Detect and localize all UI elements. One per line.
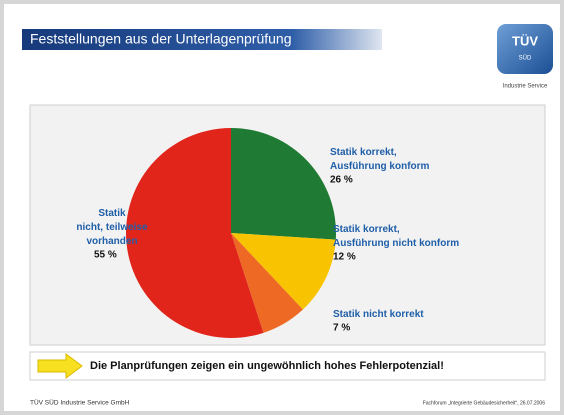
logo (497, 24, 553, 74)
logo-mark: TÜV (512, 33, 538, 48)
value-label: 7 % (333, 323, 350, 334)
title: Feststellungen aus der Unterlagenprüfung (30, 31, 292, 47)
logo-sub: SÜD (519, 55, 532, 62)
label-line: vorhanden (86, 236, 137, 247)
slice-label: Statik nicht, teilweise vorhanden (76, 208, 148, 247)
pie-slice (231, 233, 336, 310)
pie: Statik korrekt, Ausführung konform 26 % Sta… (76, 128, 459, 338)
slice-label: Statik korrekt, Ausführung nicht konform (333, 224, 459, 249)
value-label: 12 % (333, 252, 356, 263)
label-line: Statik nicht korrekt (333, 309, 424, 320)
logo-caption: Industrie Service (503, 84, 548, 90)
footer-left: TÜV SÜD Industrie Service GmbH (30, 399, 130, 407)
pie-slice (231, 128, 336, 240)
callout: Die Planprüfungen zeigen ein ungewöhnlic… (90, 360, 444, 372)
label-line: Statik (98, 208, 126, 219)
slice-label: Statik korrekt, Ausführung konform (330, 147, 430, 172)
slice-label: Statik nicht korrekt (333, 309, 424, 320)
arrow (37, 353, 83, 379)
footer-right: Fachforum „Integrierte Gebäudesicherheit… (423, 400, 546, 406)
callout-box (29, 351, 546, 381)
title-bar (22, 29, 382, 50)
pie-slice (126, 128, 264, 338)
label-line: nicht, teilweise (76, 222, 148, 233)
label-line: Statik korrekt, (330, 147, 397, 158)
label-line: Ausführung nicht konform (333, 238, 459, 249)
value-label: 26 % (330, 175, 353, 186)
label-line: Ausführung konform (330, 161, 430, 172)
pie-slice (231, 233, 303, 333)
label-line: Statik korrekt, (333, 224, 400, 235)
value-label: 55 % (94, 250, 117, 261)
